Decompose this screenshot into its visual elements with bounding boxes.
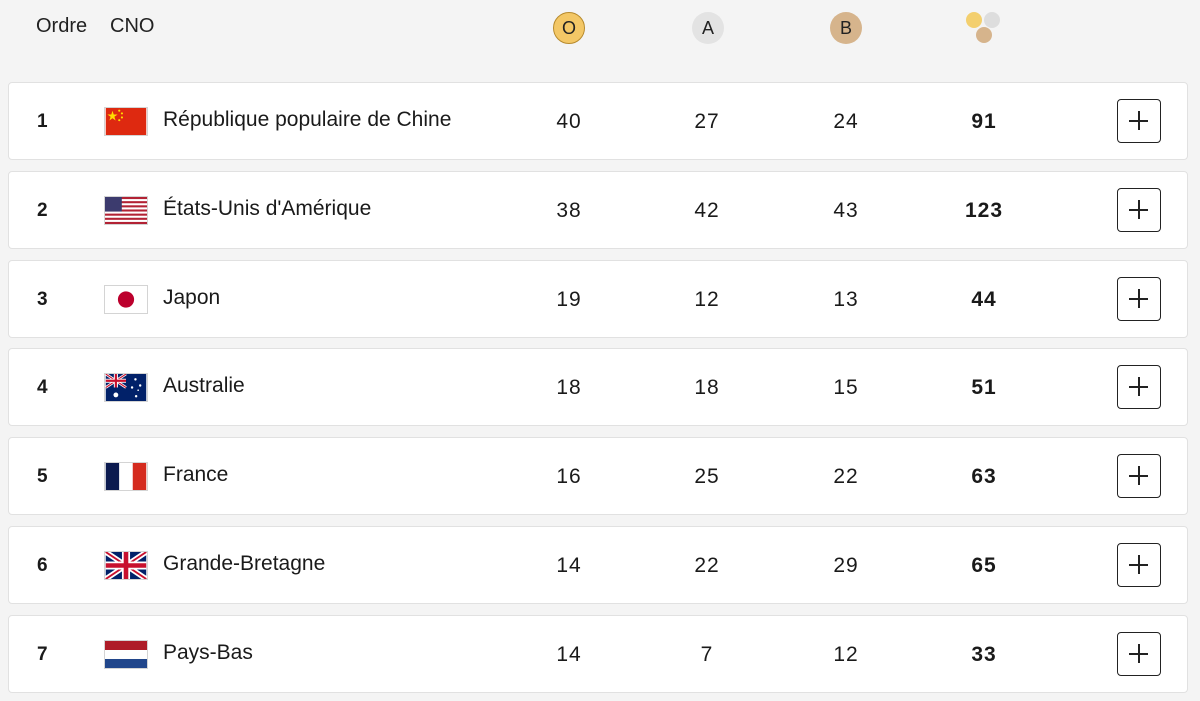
gold-count: 40 xyxy=(556,110,582,133)
country-name[interactable]: États-Unis d'Amérique xyxy=(163,197,372,220)
country-name[interactable]: France xyxy=(163,463,229,486)
country-name[interactable]: République populaire de Chine xyxy=(163,108,452,131)
rank-number: 7 xyxy=(37,644,48,665)
table-row: 1 République populaire de Chine 40 27 24… xyxy=(8,82,1188,160)
gold-count: 18 xyxy=(556,376,582,399)
silver-count: 27 xyxy=(694,110,720,133)
expand-row-button[interactable] xyxy=(1117,99,1161,143)
medals-total-icon[interactable] xyxy=(962,8,1006,48)
bronze-count: 22 xyxy=(833,465,859,488)
silver-count: 18 xyxy=(694,376,720,399)
rank-number: 6 xyxy=(37,555,48,576)
expand-row-button[interactable] xyxy=(1117,632,1161,676)
rank-number: 5 xyxy=(37,466,48,487)
total-count: 63 xyxy=(971,465,997,488)
total-count: 65 xyxy=(971,554,997,577)
total-count: 51 xyxy=(971,376,997,399)
expand-row-button[interactable] xyxy=(1117,277,1161,321)
bronze-count: 12 xyxy=(833,643,859,666)
gold-count: 14 xyxy=(556,643,582,666)
country-name[interactable]: Pays-Bas xyxy=(163,641,253,664)
gold-column-header[interactable]: O xyxy=(553,12,585,44)
australia-flag-icon xyxy=(104,373,148,402)
gold-count: 38 xyxy=(556,199,582,222)
silver-count: 25 xyxy=(694,465,720,488)
usa-flag-icon xyxy=(104,196,148,225)
rank-number: 2 xyxy=(37,200,48,221)
silver-column-header[interactable]: A xyxy=(692,12,724,44)
total-count: 33 xyxy=(971,643,997,666)
gold-count: 19 xyxy=(556,288,582,311)
silver-count: 42 xyxy=(694,199,720,222)
expand-row-button[interactable] xyxy=(1117,188,1161,232)
total-count: 91 xyxy=(971,110,997,133)
france-flag-icon xyxy=(104,462,148,491)
silver-count: 7 xyxy=(700,643,714,666)
bronze-count: 29 xyxy=(833,554,859,577)
rank-column-header[interactable]: Ordre xyxy=(36,15,88,37)
table-row: 2 États-Unis d'Amérique 38 42 43 123 xyxy=(8,171,1188,249)
table-row: 5 France 16 25 22 63 xyxy=(8,437,1188,515)
bronze-count: 13 xyxy=(833,288,859,311)
table-row: 4 Australie 18 18 15 51 xyxy=(8,348,1188,426)
total-count: 44 xyxy=(971,288,997,311)
country-name[interactable]: Japon xyxy=(163,286,221,309)
gold-count: 14 xyxy=(556,554,582,577)
silver-count: 12 xyxy=(694,288,720,311)
silver-count: 22 xyxy=(694,554,720,577)
table-row: 7 Pays-Bas 14 7 12 33 xyxy=(8,615,1188,693)
table-row: 6 Grande-Bretagne 14 22 29 65 xyxy=(8,526,1188,604)
country-name[interactable]: Grande-Bretagne xyxy=(163,552,326,575)
china-flag-icon xyxy=(104,107,148,136)
noc-column-header[interactable]: CNO xyxy=(110,15,155,37)
expand-row-button[interactable] xyxy=(1117,454,1161,498)
expand-row-button[interactable] xyxy=(1117,365,1161,409)
rank-number: 3 xyxy=(37,289,48,310)
bronze-count: 15 xyxy=(833,376,859,399)
netherlands-flag-icon xyxy=(104,640,148,669)
country-name[interactable]: Australie xyxy=(163,374,245,397)
expand-row-button[interactable] xyxy=(1117,543,1161,587)
total-count: 123 xyxy=(964,199,1004,222)
bronze-count: 43 xyxy=(833,199,859,222)
table-row: 3 Japon 19 12 13 44 xyxy=(8,260,1188,338)
rank-number: 4 xyxy=(37,377,48,398)
gold-count: 16 xyxy=(556,465,582,488)
great-britain-flag-icon xyxy=(104,551,148,580)
bronze-count: 24 xyxy=(833,110,859,133)
bronze-column-header[interactable]: B xyxy=(830,12,862,44)
japan-flag-icon xyxy=(104,285,148,314)
table-header: Ordre CNO O A B xyxy=(0,0,1200,60)
rank-number: 1 xyxy=(37,111,48,132)
